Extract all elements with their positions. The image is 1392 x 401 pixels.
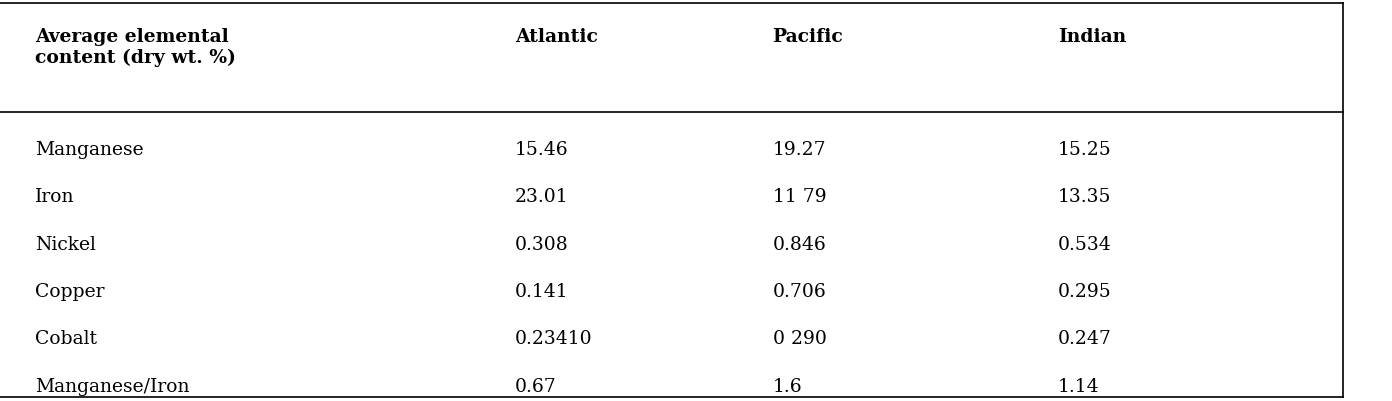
Text: Manganese: Manganese	[35, 140, 143, 158]
Text: 0.247: 0.247	[1058, 330, 1112, 348]
Text: Iron: Iron	[35, 188, 74, 206]
Text: 0.308: 0.308	[515, 235, 569, 253]
Text: 0.67: 0.67	[515, 377, 557, 395]
Text: 11 79: 11 79	[773, 188, 827, 206]
Text: 15.46: 15.46	[515, 140, 569, 158]
Text: Copper: Copper	[35, 282, 104, 300]
Text: Manganese/Iron: Manganese/Iron	[35, 377, 189, 395]
Text: Indian: Indian	[1058, 28, 1126, 46]
Text: Nickel: Nickel	[35, 235, 96, 253]
Text: 13.35: 13.35	[1058, 188, 1111, 206]
Text: 0.295: 0.295	[1058, 282, 1112, 300]
Text: 0.706: 0.706	[773, 282, 827, 300]
Text: 0 290: 0 290	[773, 330, 827, 348]
Text: 0.534: 0.534	[1058, 235, 1112, 253]
Text: 19.27: 19.27	[773, 140, 827, 158]
Text: 1.14: 1.14	[1058, 377, 1100, 395]
Text: 0.846: 0.846	[773, 235, 827, 253]
Text: Atlantic: Atlantic	[515, 28, 599, 46]
Text: 0.141: 0.141	[515, 282, 569, 300]
Text: 15.25: 15.25	[1058, 140, 1112, 158]
Text: Cobalt: Cobalt	[35, 330, 97, 348]
Text: 0.23410: 0.23410	[515, 330, 593, 348]
Text: 23.01: 23.01	[515, 188, 569, 206]
Text: Average elemental
content (dry wt. %): Average elemental content (dry wt. %)	[35, 28, 235, 67]
Text: 1.6: 1.6	[773, 377, 802, 395]
Text: Pacific: Pacific	[773, 28, 844, 46]
